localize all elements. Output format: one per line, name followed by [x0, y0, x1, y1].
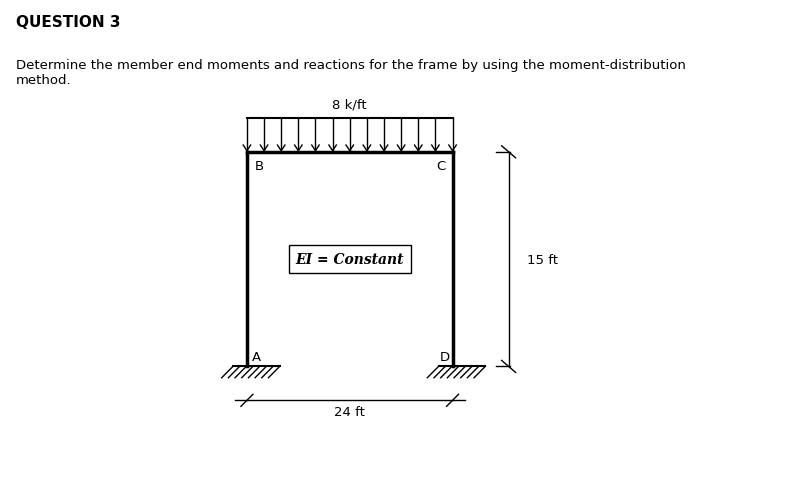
Text: Determine the member end moments and reactions for the frame by using the moment: Determine the member end moments and rea…: [16, 59, 685, 86]
Text: 8 k/ft: 8 k/ft: [332, 98, 367, 111]
Text: QUESTION 3: QUESTION 3: [16, 15, 120, 30]
Text: 24 ft: 24 ft: [334, 405, 365, 418]
Text: B: B: [254, 160, 263, 173]
Text: EI = Constant: EI = Constant: [296, 253, 403, 266]
Text: A: A: [251, 350, 261, 363]
Text: 15 ft: 15 ft: [527, 253, 557, 266]
Text: C: C: [435, 160, 445, 173]
Text: D: D: [438, 350, 449, 363]
